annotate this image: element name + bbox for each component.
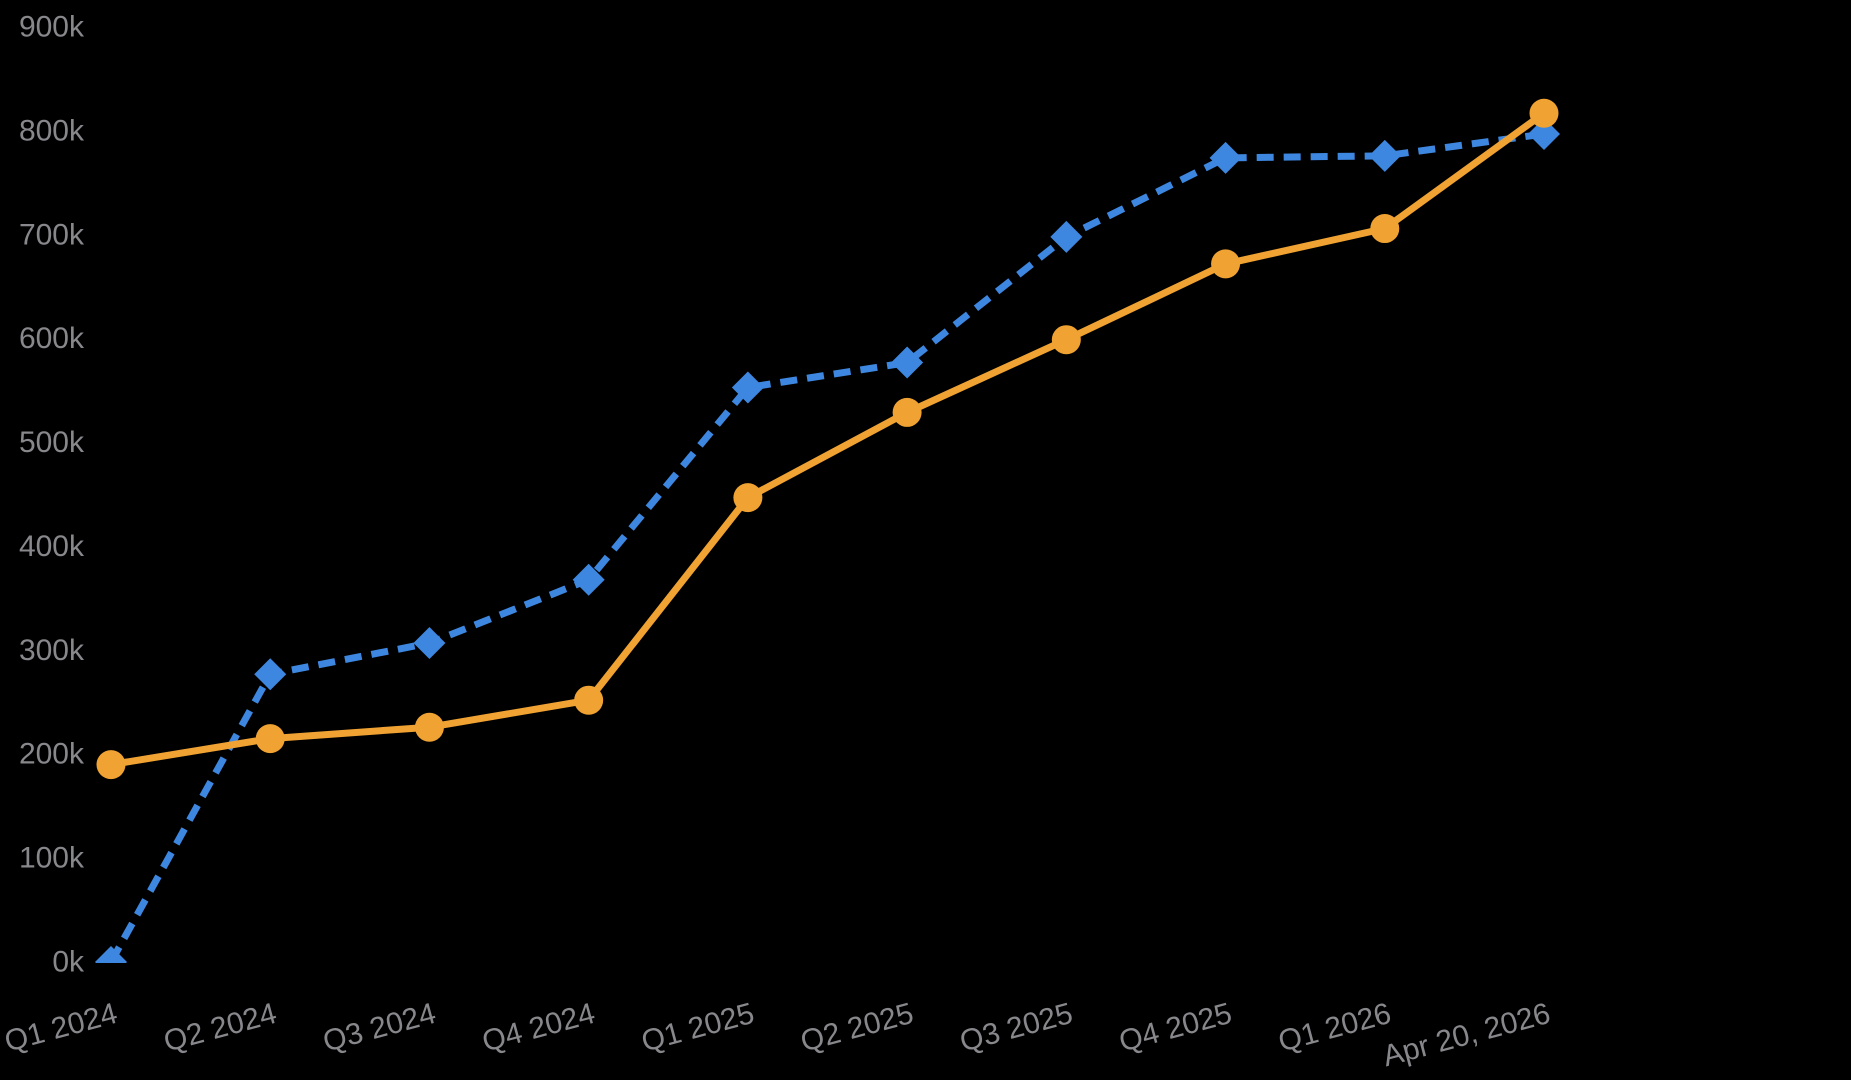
series-blue-dashed-point-7[interactable] bbox=[1209, 141, 1242, 174]
y-axis-label: 400k bbox=[19, 530, 85, 563]
series-orange-solid-point-5[interactable] bbox=[892, 397, 922, 427]
series-orange-solid-point-1[interactable] bbox=[255, 724, 285, 754]
series-blue-dashed-point-9[interactable] bbox=[1528, 118, 1560, 151]
series-blue-dashed-point-5[interactable] bbox=[891, 346, 924, 379]
y-axis-label: 500k bbox=[19, 426, 85, 459]
series-blue-dashed-line bbox=[107, 130, 1545, 963]
series-orange-solid bbox=[96, 98, 1559, 780]
series-orange-solid-point-8[interactable] bbox=[1370, 214, 1400, 244]
series-orange-solid-point-4[interactable] bbox=[733, 483, 763, 513]
series-orange-solid-line bbox=[110, 110, 1547, 769]
y-axis-label: 100k bbox=[19, 842, 85, 875]
series-orange-solid-point-0[interactable] bbox=[96, 750, 126, 780]
series-blue-dashed-point-0[interactable] bbox=[95, 946, 127, 978]
y-axis-label: 200k bbox=[19, 738, 85, 771]
series-orange-solid-point-2[interactable] bbox=[414, 712, 444, 742]
series-blue-dashed-point-8[interactable] bbox=[1368, 139, 1401, 172]
series-blue-dashed-point-2[interactable] bbox=[413, 627, 446, 660]
series-orange-solid-point-7[interactable] bbox=[1211, 249, 1241, 279]
series-orange-solid-point-6[interactable] bbox=[1051, 325, 1081, 355]
y-axis-label: 300k bbox=[19, 634, 85, 667]
y-axis-label: 700k bbox=[19, 218, 85, 251]
y-axis-label: 600k bbox=[19, 322, 85, 355]
y-axis-label: 0k bbox=[52, 946, 85, 979]
y-axis-label: 900k bbox=[19, 11, 85, 44]
series-orange-solid-point-9[interactable] bbox=[1529, 98, 1559, 128]
series-orange-solid-point-3[interactable] bbox=[574, 685, 604, 715]
series-blue-dashed-point-1[interactable] bbox=[254, 658, 287, 691]
series-blue-dashed bbox=[95, 118, 1560, 978]
series-blue-dashed-point-6[interactable] bbox=[1050, 220, 1083, 253]
series-blue-dashed-point-3[interactable] bbox=[572, 563, 605, 596]
y-axis-label: 800k bbox=[19, 114, 85, 147]
series-blue-dashed-point-4[interactable] bbox=[731, 371, 764, 404]
y-axis: 0k 100k 200k 300k 400k 500k 600k 700k 800k 900k bbox=[19, 11, 85, 979]
